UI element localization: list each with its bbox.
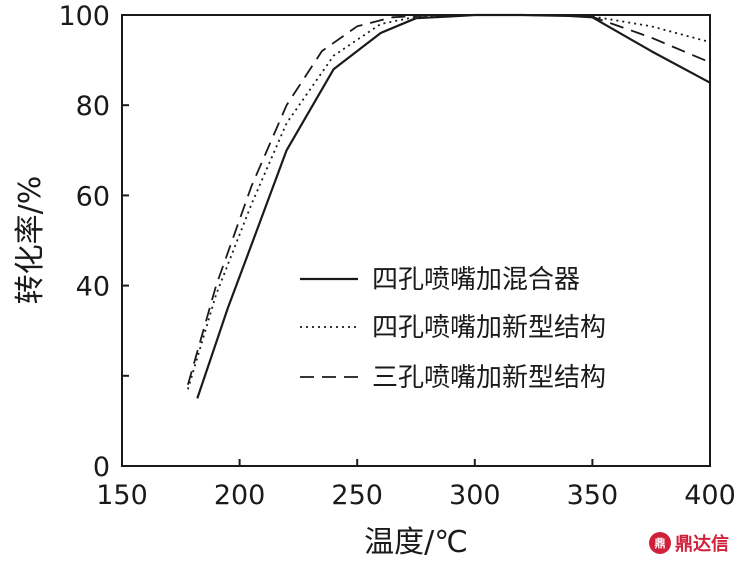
x-tick-label: 250 [331,480,383,511]
x-axis-title: 温度/℃ [364,525,468,560]
y-tick-label: 0 [93,452,110,483]
brand-logo-icon: 鼎 [649,532,671,554]
brand-watermark: 鼎 鼎达信 [649,530,729,556]
x-tick-label: 350 [567,480,619,511]
plot-frame [121,14,711,467]
legend-label-1: 四孔喷嘴加混合器 [372,265,580,295]
series-line-2 [187,14,711,390]
y-tick-label: 80 [76,91,110,122]
x-tick-label: 300 [449,480,501,511]
legend-label-2: 四孔喷嘴加新型结构 [372,313,606,343]
y-tick-label: 60 [76,181,110,212]
y-tick-label: 40 [76,272,110,303]
y-tick-label: 100 [58,1,110,32]
y-axis-title: 转化率/% [13,176,48,305]
series-lines [187,13,711,399]
axes: 150 200 250 300 350 400 0 40 60 80 100 [58,1,735,511]
x-tick-label: 150 [96,480,148,511]
series-line-3 [187,14,711,386]
legend-label-3: 三孔喷嘴加新型结构 [372,363,606,393]
brand-watermark-text: 鼎达信 [675,534,729,555]
x-tick-label: 200 [214,480,266,511]
x-tick-label: 400 [684,480,736,511]
